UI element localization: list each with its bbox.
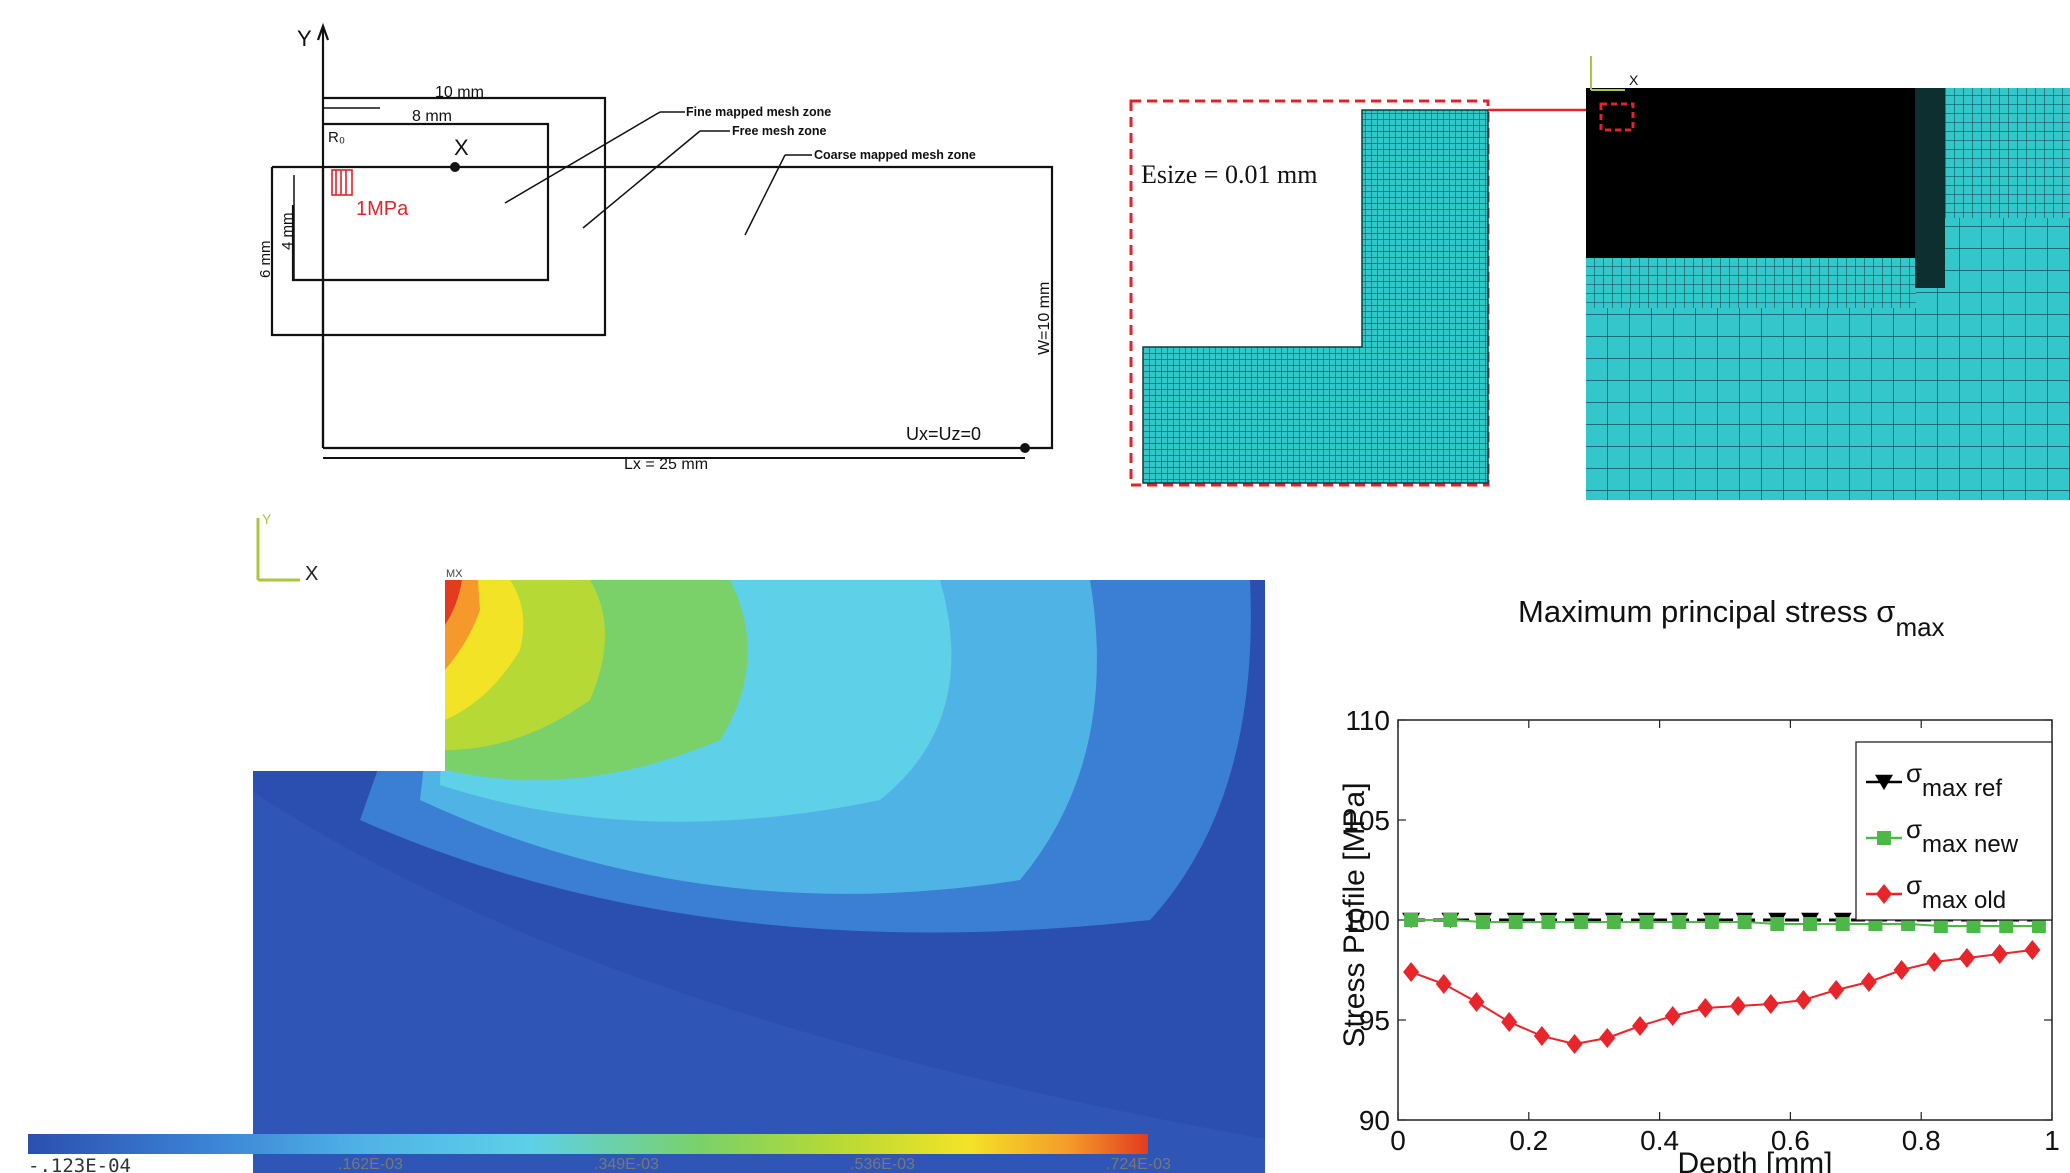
data-point — [1770, 917, 1785, 931]
data-point — [1631, 1016, 1648, 1036]
x-axis-label: Depth [mm] — [1677, 1147, 1832, 1173]
data-point — [1958, 948, 1975, 968]
data-point — [1574, 915, 1589, 929]
x-tick-label: 1 — [2044, 1125, 2060, 1156]
legend-tick-label: .349E-03 — [594, 1156, 659, 1173]
data-point — [1541, 915, 1556, 929]
legend-tick-label: .162E-03 — [338, 1156, 403, 1173]
connector-line — [1488, 108, 1600, 112]
legend-min-label: -.123E-04 — [28, 1155, 131, 1173]
dim-6mm: 6 mm — [257, 241, 274, 279]
data-point — [1404, 913, 1419, 927]
mesh-triad-x: X — [1629, 72, 1639, 88]
geometry-schematic: Y X 10 mm 8 mm R₀ 1MPa Ux=Uz=0 Lx = 25 m… — [257, 22, 1054, 473]
data-point — [1501, 1012, 1518, 1032]
legend-tick-label: .724E-03 — [1106, 1156, 1171, 1173]
data-point — [1730, 996, 1747, 1016]
data-point — [1566, 1034, 1583, 1054]
legend-swatch-marker — [1876, 884, 1892, 904]
y-tick-label: 105 — [1343, 805, 1390, 836]
load-arrows — [331, 169, 353, 196]
mx-label: MX — [446, 568, 463, 580]
chart-legend: σmax ref σmax new σmax old — [1855, 741, 2053, 921]
legend-swatch-marker — [1875, 774, 1893, 791]
y-tick-label: 90 — [1359, 1105, 1390, 1136]
contour-field — [253, 580, 1265, 1173]
data-point — [1828, 980, 1845, 1000]
data-point — [1672, 915, 1687, 929]
data-point — [1737, 915, 1752, 929]
data-point — [1704, 915, 1719, 929]
dim-w: W=10 mm — [1036, 282, 1053, 355]
legend-entry: σmax old — [1906, 870, 2006, 914]
global-mesh-panel: X — [1586, 56, 2070, 500]
data-point — [1991, 944, 2008, 964]
x-tick-label: 0 — [1390, 1125, 1406, 1156]
data-point — [1999, 919, 2014, 933]
fine-mesh-panel: Esize = 0.01 mm — [1129, 99, 1490, 487]
y-tick-label: 100 — [1343, 905, 1390, 936]
data-point — [1533, 1026, 1550, 1046]
legend-tick-label: .536E-03 — [850, 1156, 915, 1173]
zone-fine-label: Fine mapped mesh zone — [686, 105, 831, 119]
legend-labels: -.247E-04.162E-03.256E-03.349E-03.443E-0… — [338, 1156, 1171, 1173]
series-2 — [1403, 940, 2041, 1054]
x-tick-label: 0.2 — [1509, 1125, 1548, 1156]
contour-triad-x: X — [305, 563, 318, 585]
esize-label: Esize = 0.01 mm — [1141, 160, 1317, 189]
stress-contour-panel: Y X MX -.123E-04 -.247E-04.162E-03.256E-… — [28, 511, 1265, 1173]
dim-r0: R₀ — [328, 129, 345, 146]
data-point — [1762, 994, 1779, 1014]
data-point — [1476, 915, 1491, 929]
color-legend-bar — [28, 1134, 1148, 1154]
data-point — [1803, 917, 1818, 931]
legend-entry: σmax ref — [1906, 758, 2002, 802]
dim-lx: Lx = 25 mm — [624, 456, 708, 473]
y-tick-label: 95 — [1359, 1005, 1390, 1036]
zone-coarse-label: Coarse mapped mesh zone — [814, 148, 976, 162]
x-tick-label: 0.8 — [1902, 1125, 1941, 1156]
data-point — [1795, 990, 1812, 1010]
support-point — [1020, 443, 1030, 453]
dim-8mm: 8 mm — [412, 108, 452, 125]
data-point — [1639, 915, 1654, 929]
legend-swatch-marker — [1877, 831, 1891, 845]
data-point — [1664, 1006, 1681, 1026]
data-point — [1443, 913, 1458, 927]
data-point — [1403, 962, 1420, 982]
origin-point — [450, 162, 460, 172]
plot-area: 0 0.2 0.4 0.6 0.8 1 90 95 100 105 110 — [1343, 705, 2060, 1156]
data-point — [1468, 992, 1485, 1012]
data-point — [1435, 974, 1452, 994]
schematic-y-label: Y — [297, 26, 312, 51]
x-tick-label: 0.4 — [1640, 1125, 1679, 1156]
load-label: 1MPa — [356, 198, 409, 220]
data-point — [1599, 1028, 1616, 1048]
data-point — [1933, 919, 1948, 933]
data-point — [1860, 972, 1877, 992]
zone-free-label: Free mesh zone — [732, 124, 827, 138]
data-point — [1893, 960, 1910, 980]
dim-10mm: 10 mm — [435, 84, 484, 101]
data-point — [1966, 919, 1981, 933]
data-point — [1926, 952, 1943, 972]
data-point — [1508, 915, 1523, 929]
stress-profile-chart: Maximum principal stress σmax 0 0.2 0.4 0.6… — [1338, 594, 2060, 1173]
dim-4mm: 4 mm — [279, 213, 296, 251]
y-tick-label: 110 — [1345, 705, 1390, 736]
boundary-condition-label: Ux=Uz=0 — [906, 424, 981, 444]
schematic-x-label: X — [454, 135, 469, 160]
data-point — [1835, 917, 1850, 931]
data-point — [1697, 998, 1714, 1018]
contour-triad-y: Y — [262, 511, 272, 527]
legend-entry: σmax new — [1906, 814, 2019, 858]
data-point — [2031, 919, 2046, 933]
y-axis-label: Stress Profile [MPa] — [1338, 782, 1371, 1047]
data-point — [1606, 915, 1621, 929]
chart-title: Maximum principal stress σmax — [1518, 594, 1945, 642]
x-tick-label: 0.6 — [1771, 1125, 1810, 1156]
data-point — [2024, 940, 2041, 960]
